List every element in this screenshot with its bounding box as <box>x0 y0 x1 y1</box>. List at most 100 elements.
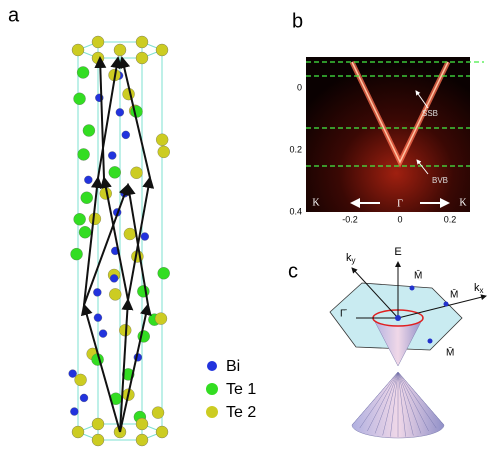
k-label: K <box>459 197 467 208</box>
arrow <box>416 159 429 175</box>
atom <box>68 369 77 378</box>
axis <box>397 294 487 319</box>
atom <box>123 227 137 241</box>
y-tick-label: 0 <box>297 82 302 92</box>
axis-label-base: k <box>346 252 352 264</box>
translation-arrow <box>80 303 121 433</box>
axis-label-sub: y <box>352 256 356 265</box>
atom <box>155 43 169 57</box>
atom <box>76 66 90 79</box>
legend-label: Te 2 <box>226 404 256 421</box>
legend-dot <box>206 406 218 418</box>
atom <box>121 130 130 140</box>
arrow <box>415 90 429 109</box>
atom <box>154 312 168 325</box>
atom <box>74 373 87 387</box>
legend-dot <box>207 361 217 371</box>
atom <box>135 35 149 49</box>
atom <box>115 108 125 117</box>
translation-arrow <box>119 298 134 433</box>
translation-arrow <box>97 56 123 179</box>
atom <box>151 406 165 419</box>
atom <box>108 166 121 179</box>
crystal-structure <box>68 35 170 447</box>
atom <box>135 417 149 431</box>
k-label: Γ <box>397 198 403 209</box>
y-tick-label: 0.4 <box>289 206 302 216</box>
legend-label: Te 1 <box>226 381 256 398</box>
translation-arrow <box>118 56 151 179</box>
point <box>395 315 401 321</box>
point-label: M̄ <box>450 288 458 301</box>
atom <box>135 433 149 447</box>
atom <box>113 43 127 57</box>
mesh-line <box>397 371 406 437</box>
axis-label: ky <box>346 252 356 265</box>
mesh-line <box>359 371 399 429</box>
x-tick-label: 0 <box>397 214 402 224</box>
mesh-line <box>397 371 422 434</box>
atom <box>78 226 92 239</box>
translation-arrow <box>127 176 155 301</box>
cone-mesh <box>351 371 445 437</box>
mesh-line <box>397 371 414 436</box>
atom <box>109 274 119 283</box>
atom <box>155 425 169 439</box>
atom <box>98 329 108 338</box>
atom <box>82 124 96 137</box>
axis-label: kx <box>474 282 484 295</box>
atom <box>71 425 85 439</box>
point <box>427 338 433 344</box>
atom <box>71 43 85 57</box>
point-label: M̄ <box>414 269 422 282</box>
atom <box>70 247 83 261</box>
translation-arrow <box>119 303 152 433</box>
atom <box>73 213 86 226</box>
point-label: Γ̄ <box>340 309 348 320</box>
x-tick-label: -0.2 <box>342 214 358 224</box>
axis-label: E <box>394 246 401 258</box>
point <box>409 285 415 291</box>
atom <box>91 433 105 447</box>
atom <box>137 285 150 298</box>
atom <box>135 51 149 65</box>
k-label: K <box>312 197 320 208</box>
translation-arrow <box>83 176 103 306</box>
surface-band <box>351 61 449 164</box>
atom <box>109 288 122 301</box>
axis-label-base: k <box>474 282 480 294</box>
axis-label-sub: x <box>480 286 484 295</box>
atom <box>70 407 79 416</box>
translation-arrow <box>123 183 149 306</box>
mesh-line <box>351 371 399 426</box>
atom <box>157 267 170 280</box>
atom <box>130 166 143 179</box>
legend-dot <box>206 383 218 395</box>
mesh-line <box>397 371 429 432</box>
x-tick-label: 0.2 <box>444 214 457 224</box>
atom <box>80 191 93 204</box>
atom <box>91 417 105 431</box>
translation-arrow <box>83 183 131 306</box>
legend-label: Bi <box>226 358 240 375</box>
annotation: SSB <box>422 109 438 118</box>
atom <box>108 151 117 160</box>
point-label: M̄ <box>446 346 454 359</box>
mesh-line <box>397 371 445 426</box>
translation-arrow <box>94 56 107 179</box>
mesh-line <box>367 371 399 432</box>
atom <box>73 92 86 105</box>
mesh-line <box>390 371 399 437</box>
atom <box>77 148 90 161</box>
atom <box>91 35 105 49</box>
panel-label: a <box>8 4 20 26</box>
annotation: BVB <box>432 176 448 185</box>
point <box>443 301 449 307</box>
y-tick-label: 0.2 <box>289 144 302 154</box>
dashed-lines <box>306 61 484 167</box>
atom <box>91 51 105 65</box>
panel-label: c <box>288 260 298 282</box>
atom <box>93 288 102 297</box>
atom <box>156 133 169 146</box>
atom <box>93 313 103 322</box>
